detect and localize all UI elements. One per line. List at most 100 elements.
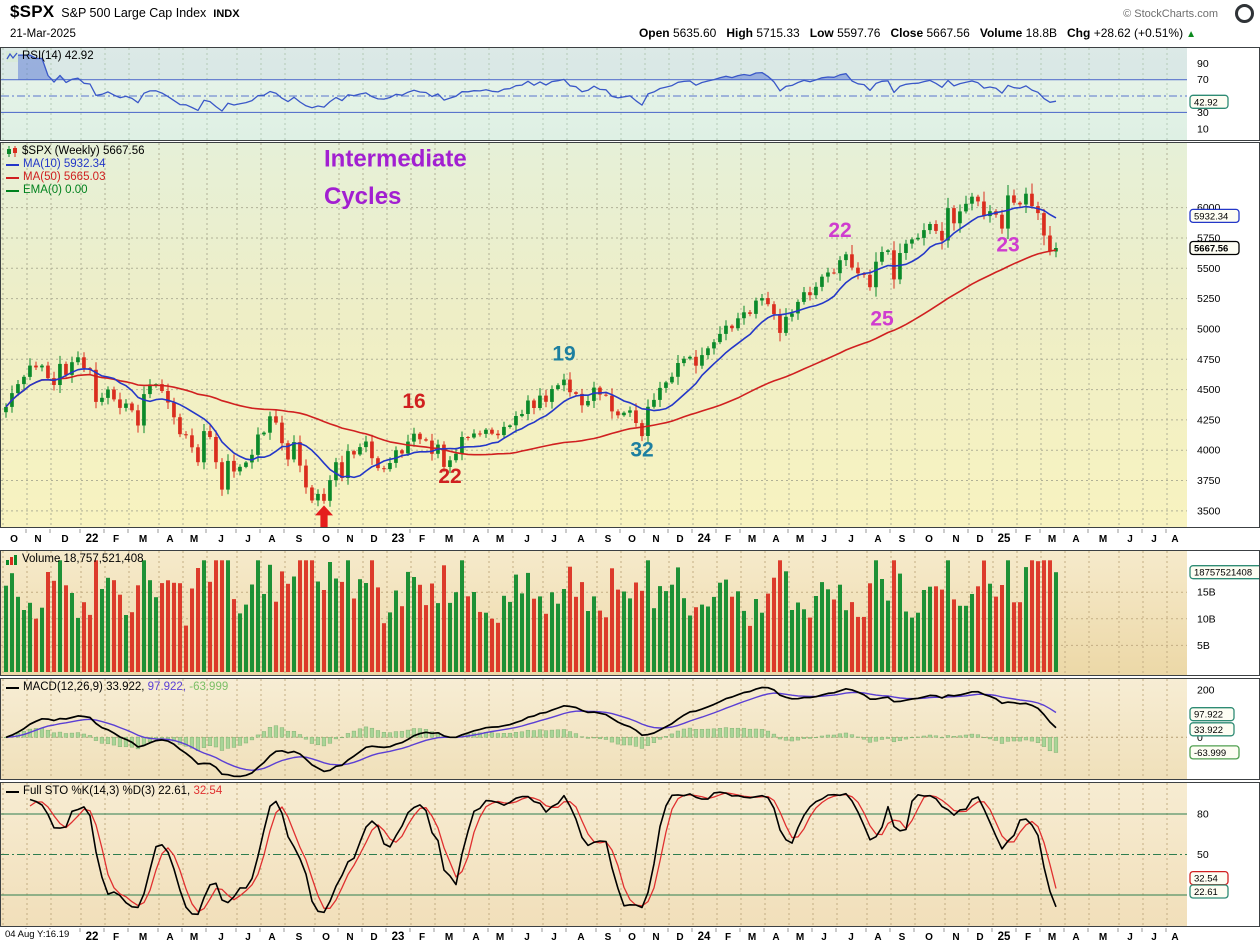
svg-text:A: A	[577, 534, 584, 545]
stochastics-legend: Full STO %K(14,3) %D(3) 22.61, 32.54	[6, 785, 222, 798]
svg-text:M: M	[1048, 534, 1056, 545]
svg-text:S: S	[899, 534, 906, 545]
svg-text:F: F	[419, 534, 425, 545]
symbol: $SPX	[10, 2, 55, 21]
svg-text:N: N	[346, 534, 353, 545]
macd-line-swatch	[6, 686, 19, 689]
svg-text:200: 200	[1197, 685, 1215, 697]
svg-text:M: M	[190, 534, 198, 545]
svg-text:22: 22	[86, 931, 99, 943]
chg-up-icon: ▲	[1186, 29, 1196, 40]
svg-text:O: O	[925, 932, 933, 943]
svg-text:25: 25	[998, 931, 1011, 943]
svg-text:N: N	[346, 932, 353, 943]
x-axis-top-labels: O N D 22 F M A M J J A S O N D 23 F M A M J J A S O N D 24 F M A M J J A S O…	[10, 529, 1179, 545]
svg-text:4750: 4750	[1197, 354, 1221, 366]
svg-text:O: O	[10, 534, 18, 545]
rsi-icon	[6, 51, 18, 62]
stochastics-panel: Full STO %K(14,3) %D(3) 22.61, 32.54 80 5…	[0, 782, 1260, 927]
svg-text:A: A	[577, 932, 584, 943]
svg-text:M: M	[748, 534, 756, 545]
svg-text:3500: 3500	[1197, 505, 1221, 517]
svg-text:D: D	[61, 534, 68, 545]
svg-text:A: A	[268, 534, 275, 545]
svg-text:A: A	[772, 932, 779, 943]
svg-text:J: J	[1127, 534, 1133, 545]
svg-text:A: A	[472, 534, 479, 545]
svg-text:22.61: 22.61	[1194, 887, 1218, 898]
stochastics-plot: 80 50 32.54 22.61	[1, 783, 1229, 926]
svg-text:16: 16	[402, 390, 425, 413]
svg-text:J: J	[245, 534, 251, 545]
macd-panel: MACD(12,26,9) 33.922, 97.922, -63.999 20…	[0, 678, 1260, 780]
svg-text:D: D	[676, 932, 683, 943]
svg-text:A: A	[166, 534, 173, 545]
sto-line-swatch	[6, 790, 19, 793]
svg-text:S: S	[605, 534, 612, 545]
svg-text:80: 80	[1197, 809, 1209, 821]
svg-text:5932.34: 5932.34	[1194, 211, 1228, 222]
svg-text:J: J	[551, 932, 557, 943]
svg-text:A: A	[1171, 534, 1178, 545]
svg-text:M: M	[496, 534, 504, 545]
svg-text:M: M	[139, 932, 147, 943]
svg-text:22: 22	[438, 465, 461, 488]
svg-text:M: M	[796, 932, 804, 943]
svg-text:N: N	[652, 534, 659, 545]
candlestick-icon	[6, 146, 18, 157]
svg-text:D: D	[976, 534, 983, 545]
svg-text:J: J	[524, 932, 530, 943]
svg-text:Intermediate: Intermediate	[324, 145, 467, 172]
svg-text:15B: 15B	[1197, 587, 1216, 599]
svg-text:0: 0	[1197, 732, 1203, 744]
svg-text:22: 22	[828, 219, 851, 242]
svg-text:A: A	[1072, 932, 1079, 943]
svg-text:70: 70	[1197, 74, 1209, 86]
svg-text:-63.999: -63.999	[1194, 748, 1226, 759]
macd-legend: MACD(12,26,9) 33.922, 97.922, -63.999	[6, 681, 228, 694]
svg-text:J: J	[848, 932, 854, 943]
svg-text:10B: 10B	[1197, 613, 1216, 625]
volume-panel: Volume 18,757,521,408 15B 10B 5B 1875752140…	[0, 550, 1260, 676]
svg-text:25: 25	[998, 533, 1011, 545]
svg-text:A: A	[1171, 932, 1178, 943]
svg-text:22: 22	[86, 533, 99, 545]
axis-footnote: 04 Aug Y:16.19	[2, 929, 73, 940]
svg-text:D: D	[676, 534, 683, 545]
overlay-legend-item: MA(50) 5665.03	[6, 171, 145, 184]
svg-text:O: O	[628, 534, 636, 545]
svg-text:25: 25	[870, 307, 894, 330]
svg-text:N: N	[652, 932, 659, 943]
svg-text:4000: 4000	[1197, 445, 1221, 457]
svg-text:5500: 5500	[1197, 263, 1221, 275]
svg-text:S: S	[296, 534, 303, 545]
svg-text:A: A	[472, 932, 479, 943]
svg-text:N: N	[952, 932, 959, 943]
svg-text:O: O	[925, 534, 933, 545]
x-axis-top: O N D 22 F M A M J J A S O N D 23 F M A M J J A S O N D 24 F M A M J J A S O…	[0, 528, 1260, 549]
svg-text:F: F	[113, 534, 119, 545]
svg-text:18757521408: 18757521408	[1194, 568, 1252, 579]
svg-text:J: J	[1127, 932, 1133, 943]
svg-text:N: N	[34, 534, 41, 545]
svg-text:A: A	[874, 534, 881, 545]
svg-text:4250: 4250	[1197, 414, 1221, 426]
svg-text:S: S	[605, 932, 612, 943]
svg-text:32: 32	[630, 438, 653, 461]
svg-text:23: 23	[392, 931, 405, 943]
corner-icon[interactable]	[1235, 4, 1254, 23]
svg-text:23: 23	[392, 533, 405, 545]
svg-text:M: M	[139, 534, 147, 545]
quote-strip: Open 5635.60 High 5715.33 Low 5597.76 Close…	[638, 26, 1196, 40]
svg-text:42.92: 42.92	[1194, 97, 1218, 108]
volume-plot: 15B 10B 5B 18757521408	[1, 551, 1259, 675]
chart-header: $SPX S&P 500 Large Cap Index INDX © Stoc…	[0, 0, 1260, 46]
svg-text:A: A	[1072, 534, 1079, 545]
volume-legend: Volume 18,757,521,408	[6, 553, 144, 566]
svg-text:J: J	[848, 534, 854, 545]
svg-text:24: 24	[698, 533, 711, 545]
svg-text:F: F	[1025, 932, 1031, 943]
svg-text:A: A	[874, 932, 881, 943]
rsi-panel: RSI(14) 42.92 90 70 30 10 42.92	[0, 47, 1260, 141]
